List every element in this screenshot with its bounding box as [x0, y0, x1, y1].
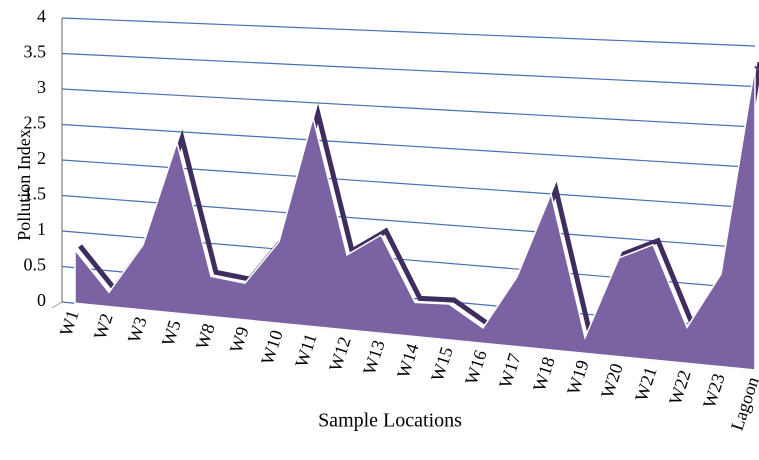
x-tick-label: W11 — [291, 331, 321, 370]
area — [74, 66, 756, 371]
x-tick-label: W10 — [257, 328, 287, 367]
x-tick-label: Lagoon — [727, 374, 759, 432]
x-tick-label: W22 — [665, 368, 695, 407]
grid-line — [61, 88, 756, 128]
x-tick-label: W15 — [427, 344, 457, 383]
x-tick-label: W19 — [563, 358, 593, 397]
x-tick-label: W12 — [325, 334, 355, 373]
x-tick-label: W16 — [461, 348, 491, 387]
x-tick-label: W14 — [393, 341, 423, 380]
x-tick-label: W20 — [597, 361, 627, 400]
y-tick-label: 0 — [37, 290, 46, 310]
x-tick-label: W9 — [226, 324, 253, 355]
x-tick-label: W8 — [192, 321, 219, 352]
y-tick-label: 3 — [37, 77, 46, 97]
x-tick-label: W18 — [529, 354, 559, 393]
grid-line — [61, 52, 756, 88]
x-tick-label: W17 — [495, 351, 525, 390]
x-axis-title: Sample Locations — [318, 410, 462, 432]
x-tick-label: W5 — [158, 318, 185, 349]
y-tick-label: 1 — [37, 219, 46, 239]
y-tick-label: 3.5 — [24, 42, 47, 62]
x-tick-label: W3 — [124, 314, 151, 345]
y-axis-title: Pollution Index — [14, 129, 34, 241]
x-tick-label: W1 — [56, 308, 83, 339]
grid-line — [61, 17, 756, 47]
y-tick-label: 1.5 — [24, 184, 47, 204]
x-tick-label: W23 — [699, 371, 729, 410]
area-side — [754, 65, 759, 71]
x-tick-label: W13 — [359, 338, 389, 377]
y-tick-label: 4 — [37, 6, 46, 26]
grid-line — [61, 123, 756, 169]
area-depth — [78, 61, 759, 342]
y-tick-label: 0.5 — [24, 255, 47, 275]
y-tick-label: 2.5 — [24, 113, 47, 133]
y-tick-label: 2 — [37, 148, 46, 168]
x-tick-label: W2 — [90, 311, 117, 342]
x-tick-label: W21 — [631, 364, 661, 403]
axis-line — [51, 301, 63, 309]
